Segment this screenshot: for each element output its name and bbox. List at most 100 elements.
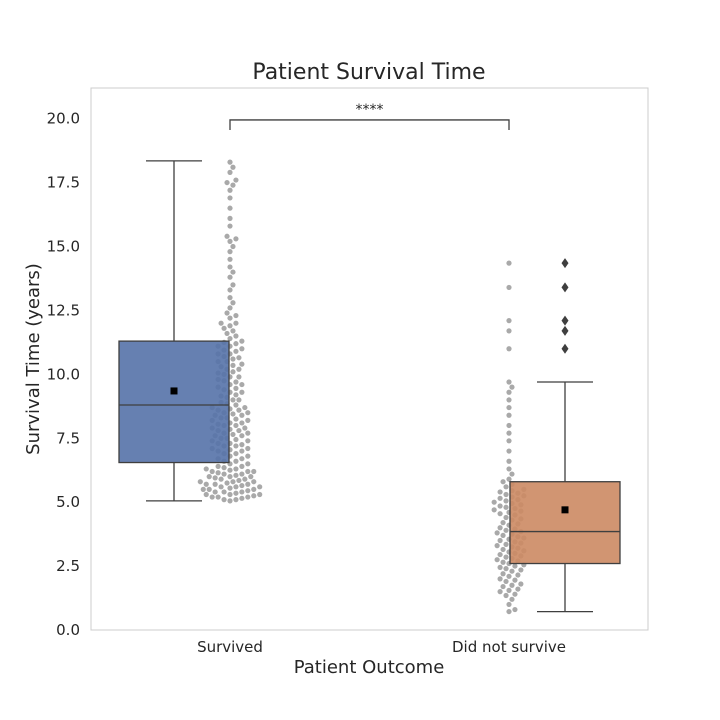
swarm-point	[497, 495, 503, 501]
swarm-point	[236, 407, 242, 413]
swarm-point	[227, 305, 233, 311]
swarm-point	[245, 468, 251, 475]
swarm-point	[227, 223, 233, 229]
swarm-point	[491, 499, 497, 505]
swarm-point	[239, 389, 245, 395]
swarm-point	[494, 543, 500, 549]
swarm-point	[500, 559, 506, 565]
swarm-point	[224, 480, 230, 486]
box-layer	[118, 160, 621, 613]
swarm-point	[197, 479, 203, 485]
swarm-point	[212, 475, 218, 481]
swarm-point	[230, 328, 236, 334]
swarm-point	[239, 420, 245, 426]
swarm-point	[245, 494, 251, 500]
swarm-point	[512, 577, 518, 583]
swarm-point	[221, 325, 227, 331]
y-tick-label: 10.0	[47, 365, 80, 383]
swarm-point	[509, 582, 515, 588]
swarm-point	[503, 527, 509, 533]
box-body	[509, 481, 621, 565]
swarm-point	[230, 282, 236, 288]
swarm-point	[236, 397, 242, 403]
swarm-point	[233, 392, 239, 398]
swarm-point	[233, 422, 239, 429]
swarm-point	[512, 591, 518, 597]
swarm-point	[503, 554, 509, 560]
swarm-point	[230, 479, 236, 485]
swarm-point	[506, 476, 512, 482]
swarm-point	[503, 514, 509, 521]
swarm-point	[227, 249, 233, 255]
swarm-point	[236, 355, 242, 361]
swarm-point	[239, 482, 245, 489]
swarm-point	[233, 312, 239, 319]
swarm-point	[227, 295, 233, 301]
swarm-point	[230, 411, 236, 417]
swarm-point	[500, 583, 506, 590]
significance-bracket	[229, 119, 510, 130]
swarm-point	[512, 563, 518, 569]
swarm-point	[242, 425, 248, 431]
swarm-point	[209, 494, 215, 500]
outlier-point	[561, 315, 569, 326]
swarm-point	[506, 430, 512, 436]
swarm-point	[497, 511, 503, 517]
swarm-point	[506, 389, 512, 395]
swarm-point	[230, 300, 236, 306]
swarm-point	[506, 412, 512, 418]
swarm-point	[500, 520, 506, 526]
swarm-point	[503, 491, 509, 498]
swarm-point	[506, 260, 512, 266]
swarm-point	[506, 318, 512, 324]
swarm-point	[224, 310, 230, 316]
swarm-point	[509, 384, 515, 390]
swarm-point	[245, 445, 251, 452]
swarm-point	[224, 233, 230, 239]
swarm-point	[230, 362, 236, 368]
swarm-point	[497, 576, 503, 582]
swarm-point	[227, 215, 233, 221]
swarm-point	[233, 333, 239, 339]
swarm-point	[233, 472, 239, 478]
swarm-point	[230, 182, 236, 188]
swarm-point	[233, 443, 239, 449]
swarm-point	[221, 471, 227, 477]
swarm-point	[203, 466, 209, 472]
swarm-point	[506, 458, 512, 464]
swarm-point	[227, 274, 233, 280]
swarm-point	[227, 498, 233, 504]
x-tick-layer: Survived Did not survive	[197, 638, 566, 656]
swarm-point	[500, 571, 506, 577]
swarm-point	[506, 284, 512, 291]
swarm-point	[509, 596, 515, 602]
swarm-point	[503, 566, 509, 572]
swarm-point	[236, 427, 242, 434]
swarm-point	[512, 606, 518, 613]
swarm-point	[251, 468, 257, 475]
swarm-point	[236, 374, 242, 380]
swarm-point	[497, 537, 503, 544]
swarm-point	[515, 572, 521, 578]
swarm-point	[233, 379, 239, 385]
swarm-point	[227, 467, 233, 473]
swarm-point	[227, 256, 233, 262]
swarm-point	[239, 346, 245, 352]
swarm-point	[233, 436, 239, 443]
swarm-point	[245, 430, 251, 436]
swarm-point	[206, 486, 212, 492]
swarm-point	[233, 320, 239, 326]
swarm-point	[506, 573, 512, 579]
swarm-point	[497, 525, 503, 531]
swarm-point	[233, 341, 239, 347]
swarm-point	[215, 494, 221, 500]
swarm-point	[506, 608, 512, 615]
swarm-point	[506, 404, 512, 411]
swarm-point	[503, 578, 509, 585]
swarm-point	[245, 438, 251, 444]
swarm-point	[518, 581, 524, 587]
swarm-point	[245, 481, 251, 487]
box-body	[118, 340, 230, 464]
swarm-point	[242, 404, 248, 411]
outlier-point	[561, 282, 569, 293]
